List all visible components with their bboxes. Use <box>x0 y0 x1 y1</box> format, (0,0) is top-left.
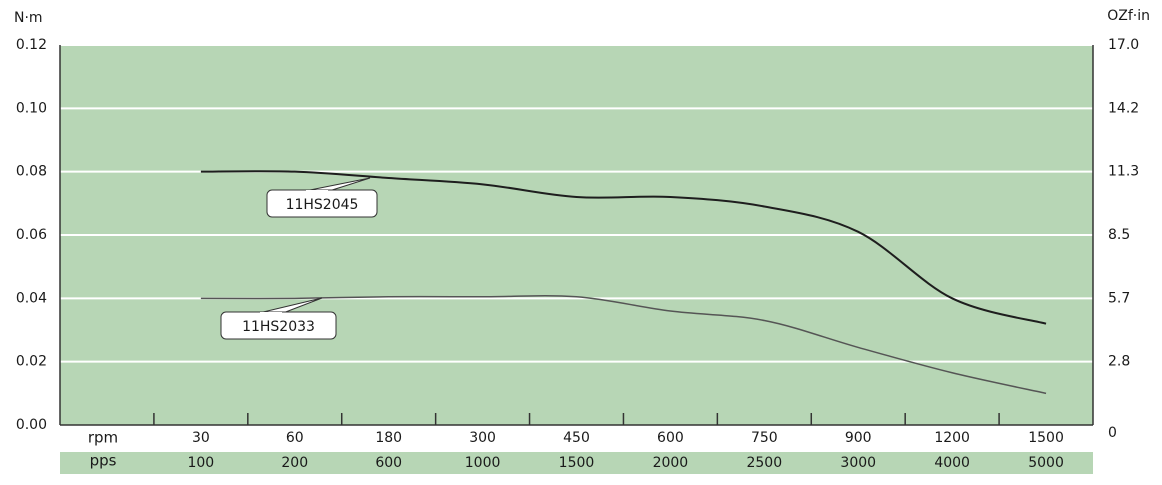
series-line <box>200 294 1047 395</box>
y-axis-unit: N·m <box>14 10 43 26</box>
y2-tick-label: 14.2 <box>1108 100 1139 116</box>
y2-tick-label: 5.7 <box>1108 290 1130 306</box>
y2-axis-unit: OZf·in <box>1107 8 1150 24</box>
x-tick-label-pps: 2500 <box>746 455 782 471</box>
y2-tick-label: 8.5 <box>1108 227 1130 243</box>
x-tick-label: 180 <box>375 430 402 446</box>
callout-pointer <box>304 177 371 192</box>
x-tick-label-pps: 1500 <box>559 455 595 471</box>
row-label: pps <box>90 452 117 470</box>
y2-tick-label: 17.0 <box>1108 37 1139 53</box>
x-tick-label: 30 <box>192 430 210 446</box>
x-tick-label-pps: 2000 <box>653 455 689 471</box>
y2-tick-label: 11.3 <box>1108 164 1139 180</box>
legend-label: 11HS2045 <box>286 197 359 213</box>
y-tick-label: 0.04 <box>16 290 47 306</box>
x-tick-label: 60 <box>286 430 304 446</box>
y-tick-label: 0.00 <box>16 417 47 433</box>
y-tick-label: 0.08 <box>16 164 47 180</box>
y-tick-label: 0.12 <box>16 37 47 53</box>
x-tick-label: 600 <box>657 430 684 446</box>
x-tick-label: 300 <box>469 430 496 446</box>
x-tick-label-pps: 200 <box>281 455 308 471</box>
y-tick-label: 0.06 <box>16 227 47 243</box>
row-label: rpm <box>88 429 118 447</box>
x-tick-label: 450 <box>563 430 590 446</box>
x-tick-label: 1200 <box>934 430 970 446</box>
x-tick-label: 1500 <box>1028 430 1064 446</box>
y-tick-label: 0.10 <box>16 100 47 116</box>
x-tick-label: 750 <box>751 430 778 446</box>
x-tick-label-pps: 3000 <box>840 455 876 471</box>
series-line <box>200 170 1047 325</box>
y2-tick-label: 2.8 <box>1108 354 1130 370</box>
x-tick-label-pps: 1000 <box>465 455 501 471</box>
x-tick-label: 900 <box>845 430 872 446</box>
legend-label: 11HS2033 <box>242 319 315 335</box>
callout-pointer <box>258 297 323 314</box>
x-tick-label-pps: 5000 <box>1028 455 1064 471</box>
x-tick-label-pps: 100 <box>187 455 214 471</box>
y-tick-label: 0.02 <box>16 354 47 370</box>
y2-tick-label: 0 <box>1108 425 1117 441</box>
x-tick-label-pps: 4000 <box>934 455 970 471</box>
pps-row-band <box>60 452 1093 474</box>
x-tick-label-pps: 600 <box>375 455 402 471</box>
